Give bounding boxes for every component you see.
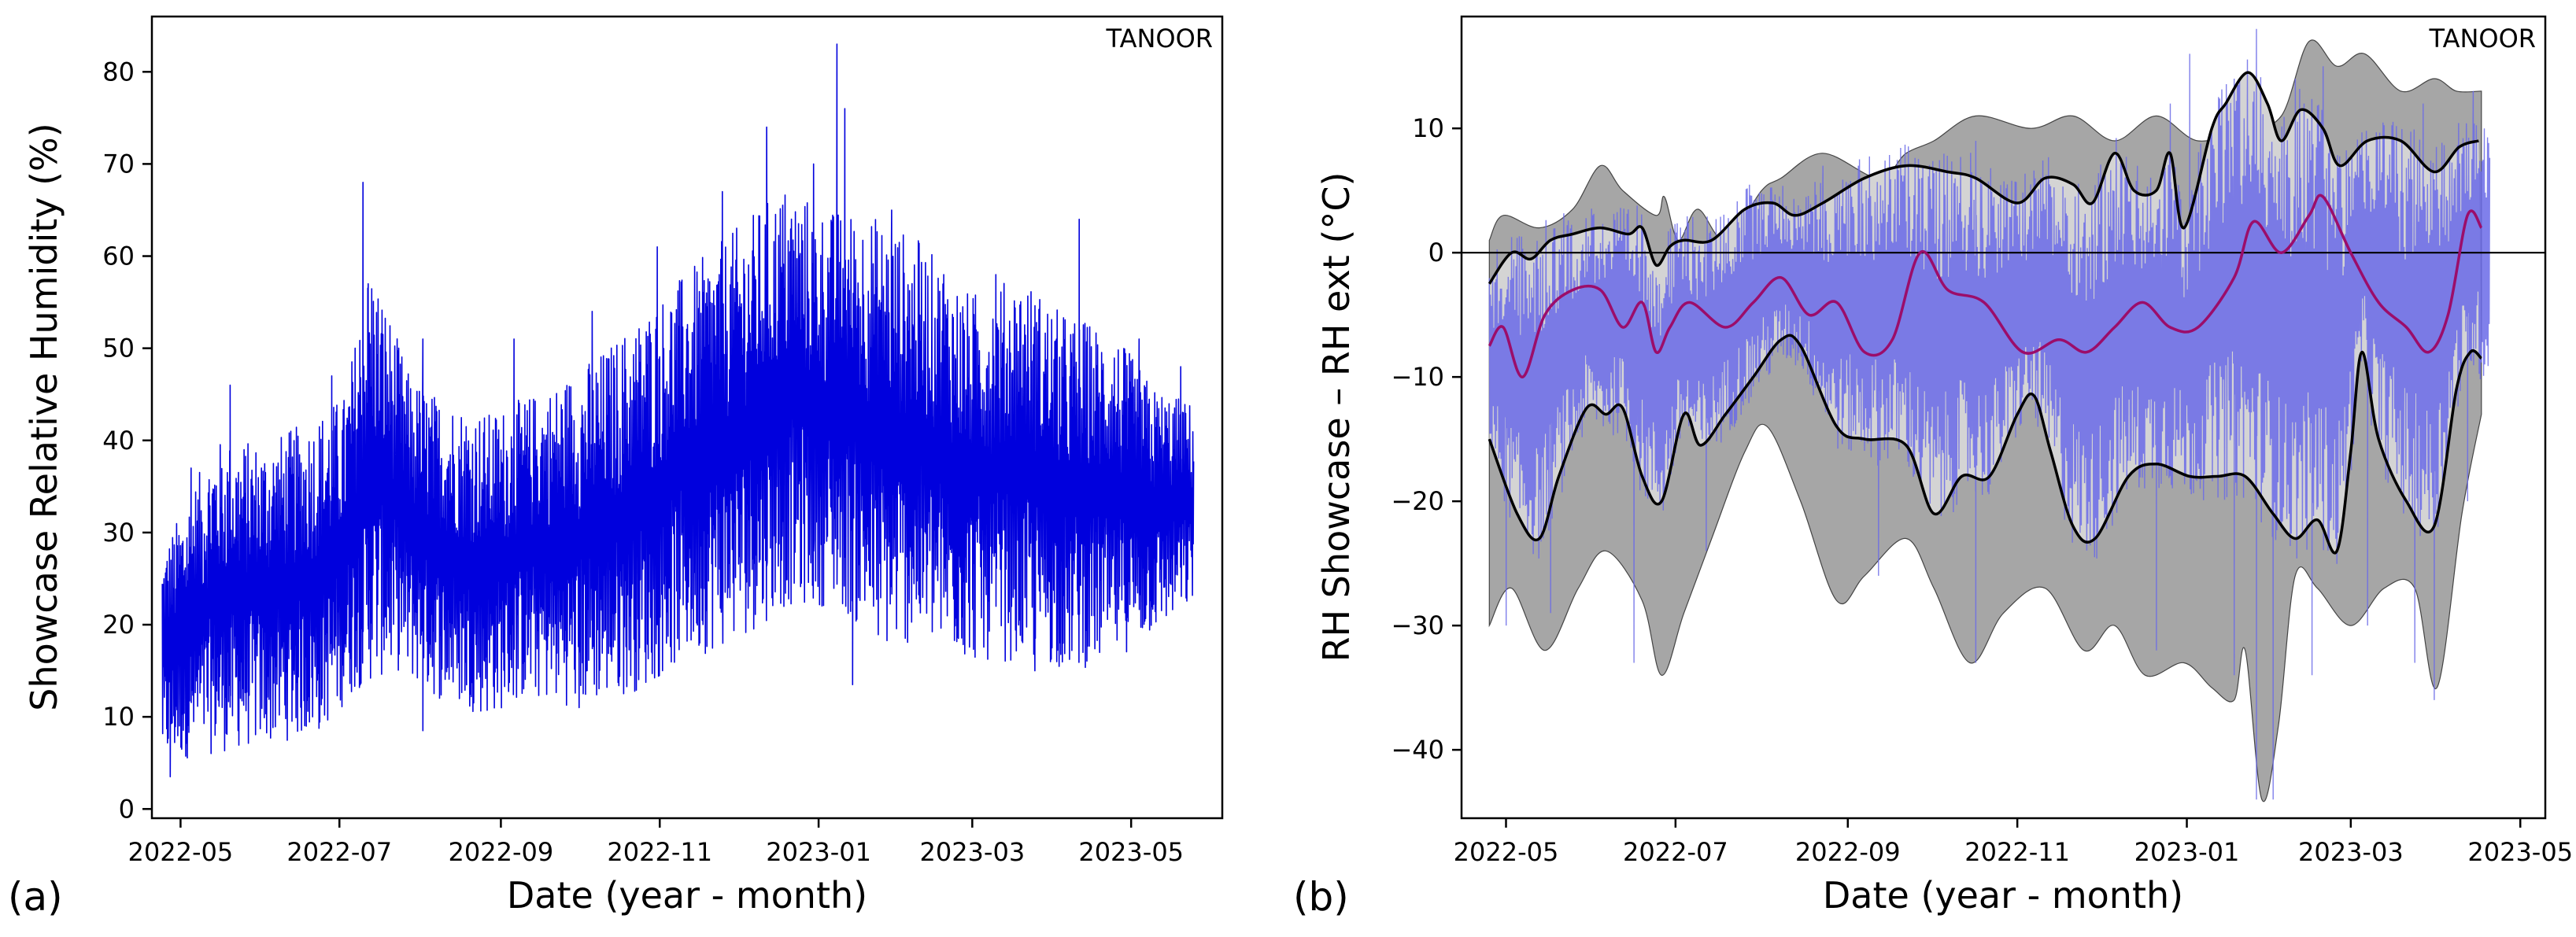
chart-a-ticks: 0 10 20 30 40 50 60 70 80 2022-05 2022-07 2022-09 20… [102,57,1184,867]
chart-b-ytick-label: −30 [1391,611,1444,640]
chart-b-frame [1460,15,2547,820]
chart-b-annotation: TANOOR [2429,24,2537,53]
chart-a: 0 10 20 30 40 50 60 70 80 2022-05 2022-07 2022-09 20… [8,15,1224,920]
chart-b-ytick-label: −40 [1391,735,1444,765]
chart-b-upper-bound-line [1488,71,2479,285]
panel-a-label: (a) [8,874,63,920]
chart-b-xtick-label: 2022-09 [1795,837,1901,867]
chart-a-frame [150,15,1224,820]
chart-b-mean-line [1488,194,2483,378]
chart-b-raw-trace [1488,28,2491,800]
chart-b-ticks: −40 −30 −20 −10 0 10 2022-05 2022-07 2022-09 2022… [1391,113,2573,867]
chart-b-xtick-label: 2022-07 [1623,837,1728,867]
chart-a-xtick-label: 2023-01 [766,837,871,867]
chart-b-ytick-label: −10 [1391,362,1444,392]
chart-a-xlabel: Date (year - month) [507,874,867,917]
chart-a-xtick-label: 2023-05 [1078,837,1184,867]
chart-b-xtick-label: 2022-05 [1454,837,1559,867]
chart-a-xtick-label: 2022-05 [128,837,234,867]
chart-b-ytick-label: 0 [1428,238,1444,267]
chart-b-ytick-label: 10 [1412,113,1444,143]
chart-a-series-line [161,43,1195,778]
chart-b-xtick-label: 2023-05 [2467,837,2573,867]
chart-a-plot-area [161,43,1195,778]
chart-a-xtick-label: 2023-03 [919,837,1025,867]
chart-b-xlabel: Date (year - month) [1823,874,2183,917]
chart-a-ytick-label: 30 [102,518,135,548]
chart-a-xtick-label: 2022-07 [286,837,392,867]
chart-a-ytick-label: 20 [102,610,135,640]
panel-b-label: (b) [1293,874,1349,920]
chart-b-ytick-label: −20 [1391,486,1444,516]
chart-b-xtick-label: 2022-11 [1964,837,2070,867]
chart-a-xtick-label: 2022-11 [607,837,712,867]
chart-b-xtick-label: 2023-03 [2298,837,2404,867]
chart-b-plot-area [1462,28,2545,802]
chart-a-ytick-label: 0 [119,794,135,824]
chart-a-annotation: TANOOR [1106,24,1214,53]
chart-a-ytick-label: 50 [102,334,135,363]
chart-a-ytick-label: 80 [102,57,135,87]
chart-a-ytick-label: 60 [102,242,135,271]
chart-a-xtick-label: 2022-09 [449,837,554,867]
chart-b-lower-bound-line [1488,334,2482,555]
chart-b-xtick-label: 2023-01 [2134,837,2240,867]
chart-b: −40 −30 −20 −10 0 10 2022-05 2022-07 2022-09 2022… [1293,15,2573,920]
chart-a-ytick-label: 40 [102,426,135,456]
chart-a-ytick-label: 10 [102,702,135,732]
chart-a-ytick-label: 70 [102,149,135,179]
chart-b-ylabel: RH Showcase – RH ext (°C) [1315,172,1358,662]
chart-a-ylabel: Showcase Relative Humidity (%) [23,123,65,710]
